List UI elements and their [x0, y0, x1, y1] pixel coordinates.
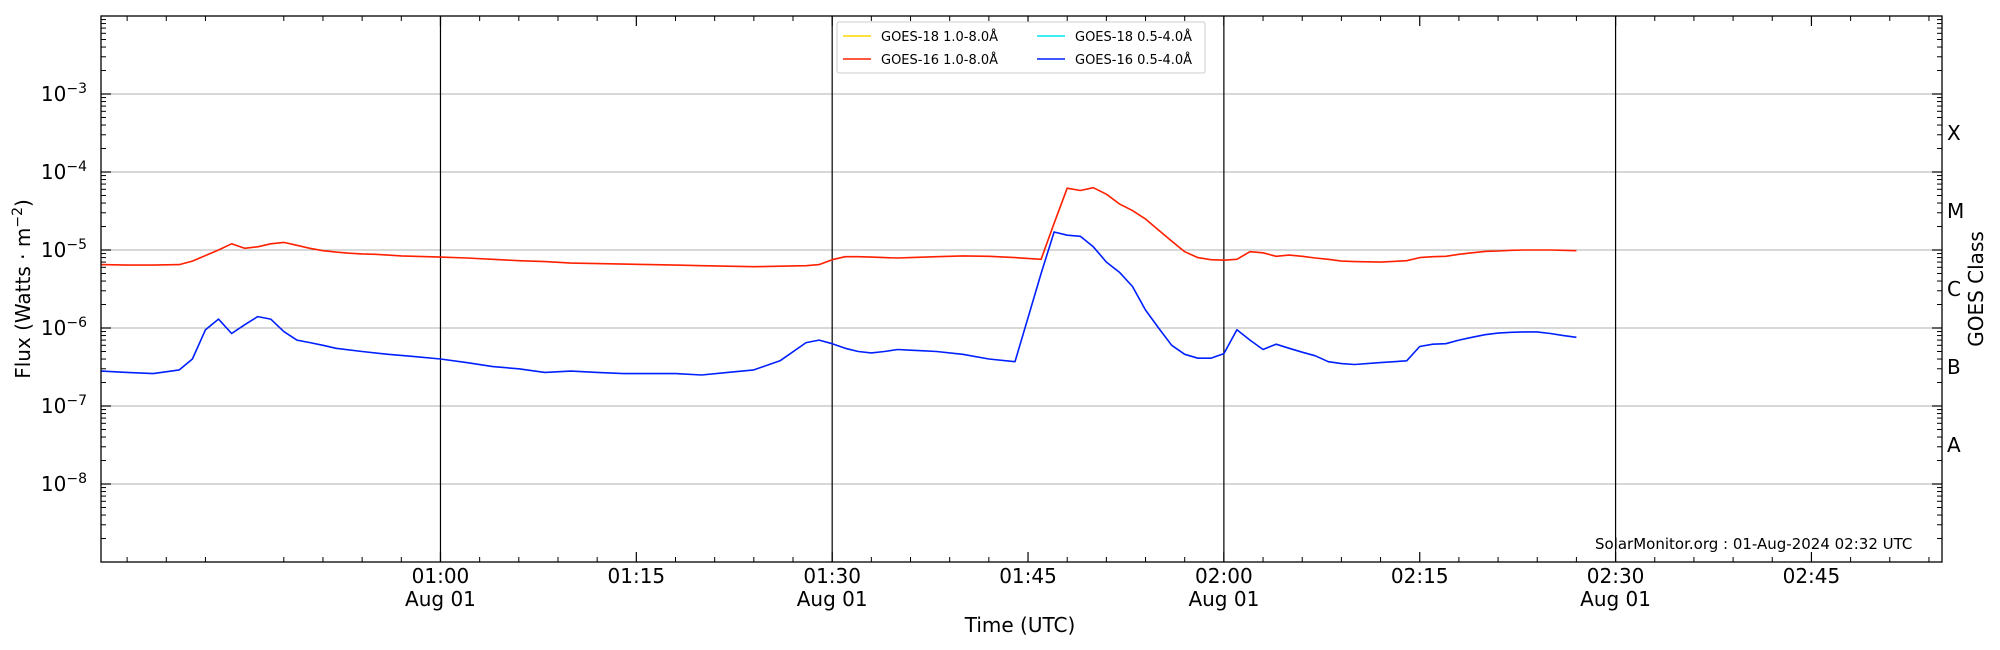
x-tick-time-label: 02:00 — [1195, 564, 1253, 588]
series-line-2 — [100, 186, 1577, 268]
y-tick-labels: 10−8 10−7 10−6 10−5 10−4 10−3 — [41, 81, 87, 496]
goes-class-b: B — [1947, 355, 1961, 379]
axis-ticks — [101, 16, 1942, 562]
x-tick-date-label: Aug 01 — [797, 587, 868, 611]
y-axis-title: Flux (Watts · m−2) — [10, 199, 35, 379]
x-tick-date-label: Aug 01 — [405, 587, 476, 611]
goes-class-x: X — [1947, 121, 1961, 145]
y-tick-label: 10−7 — [41, 393, 87, 418]
x-tick-date-label: Aug 01 — [1580, 587, 1651, 611]
plot-area-frame — [100, 15, 1943, 563]
legend-label-goes16-short: GOES-16 0.5-4.0Å — [1075, 52, 1192, 68]
x-tick-time-label: 01:30 — [803, 564, 861, 588]
series-line-3 — [100, 231, 1577, 376]
legend-label-goes16-long: GOES-16 1.0-8.0Å — [881, 52, 998, 68]
y-tick-label: 10−5 — [41, 237, 87, 262]
legend-label-goes18-long: GOES-18 1.0-8.0Å — [881, 29, 998, 45]
x-axis-title: Time (UTC) — [964, 613, 1076, 637]
goes-class-labels: A B C M X — [1947, 121, 1964, 457]
y-tick-label: 10−4 — [41, 159, 87, 184]
solarmonitor-watermark: SolarMonitor.org : 01-Aug-2024 02:32 UTC — [1595, 535, 1912, 553]
goes-class-m: M — [1947, 199, 1964, 223]
legend-box — [836, 21, 1206, 74]
gridlines — [101, 93, 1942, 485]
data-series — [100, 186, 1577, 376]
y-tick-label: 10−6 — [41, 315, 87, 340]
x-tick-date-label: Aug 01 — [1188, 587, 1259, 611]
goes-class-a: A — [1947, 433, 1961, 457]
legend: GOES-18 1.0-8.0Å GOES-18 0.5-4.0Å GOES-1… — [836, 21, 1206, 74]
goes-class-c: C — [1947, 277, 1961, 301]
x-tick-time-label: 02:15 — [1391, 564, 1449, 588]
x-tick-time-label: 02:30 — [1587, 564, 1645, 588]
y-tick-label: 10−8 — [41, 471, 87, 496]
right-axis-title: GOES Class — [1964, 231, 1988, 347]
x-tick-time-label: 02:45 — [1783, 564, 1841, 588]
y-tick-label: 10−3 — [41, 81, 87, 106]
legend-label-goes18-short: GOES-18 0.5-4.0Å — [1075, 29, 1192, 45]
x-tick-time-label: 01:00 — [412, 564, 470, 588]
x-tick-time-label: 01:45 — [999, 564, 1057, 588]
day-marker-lines — [439, 16, 1617, 562]
x-tick-time-label: 01:15 — [608, 564, 666, 588]
